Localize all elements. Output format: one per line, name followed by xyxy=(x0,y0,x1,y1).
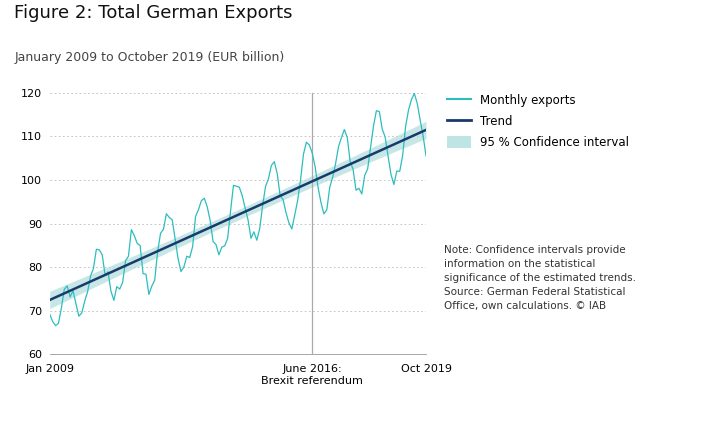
Text: Note: Confidence intervals provide
information on the statistical
significance o: Note: Confidence intervals provide infor… xyxy=(444,245,635,311)
Legend: Monthly exports, Trend, 95 % Confidence interval: Monthly exports, Trend, 95 % Confidence … xyxy=(447,94,629,149)
Text: January 2009 to October 2019 (EUR billion): January 2009 to October 2019 (EUR billio… xyxy=(14,51,285,64)
Text: Figure 2: Total German Exports: Figure 2: Total German Exports xyxy=(14,4,293,22)
